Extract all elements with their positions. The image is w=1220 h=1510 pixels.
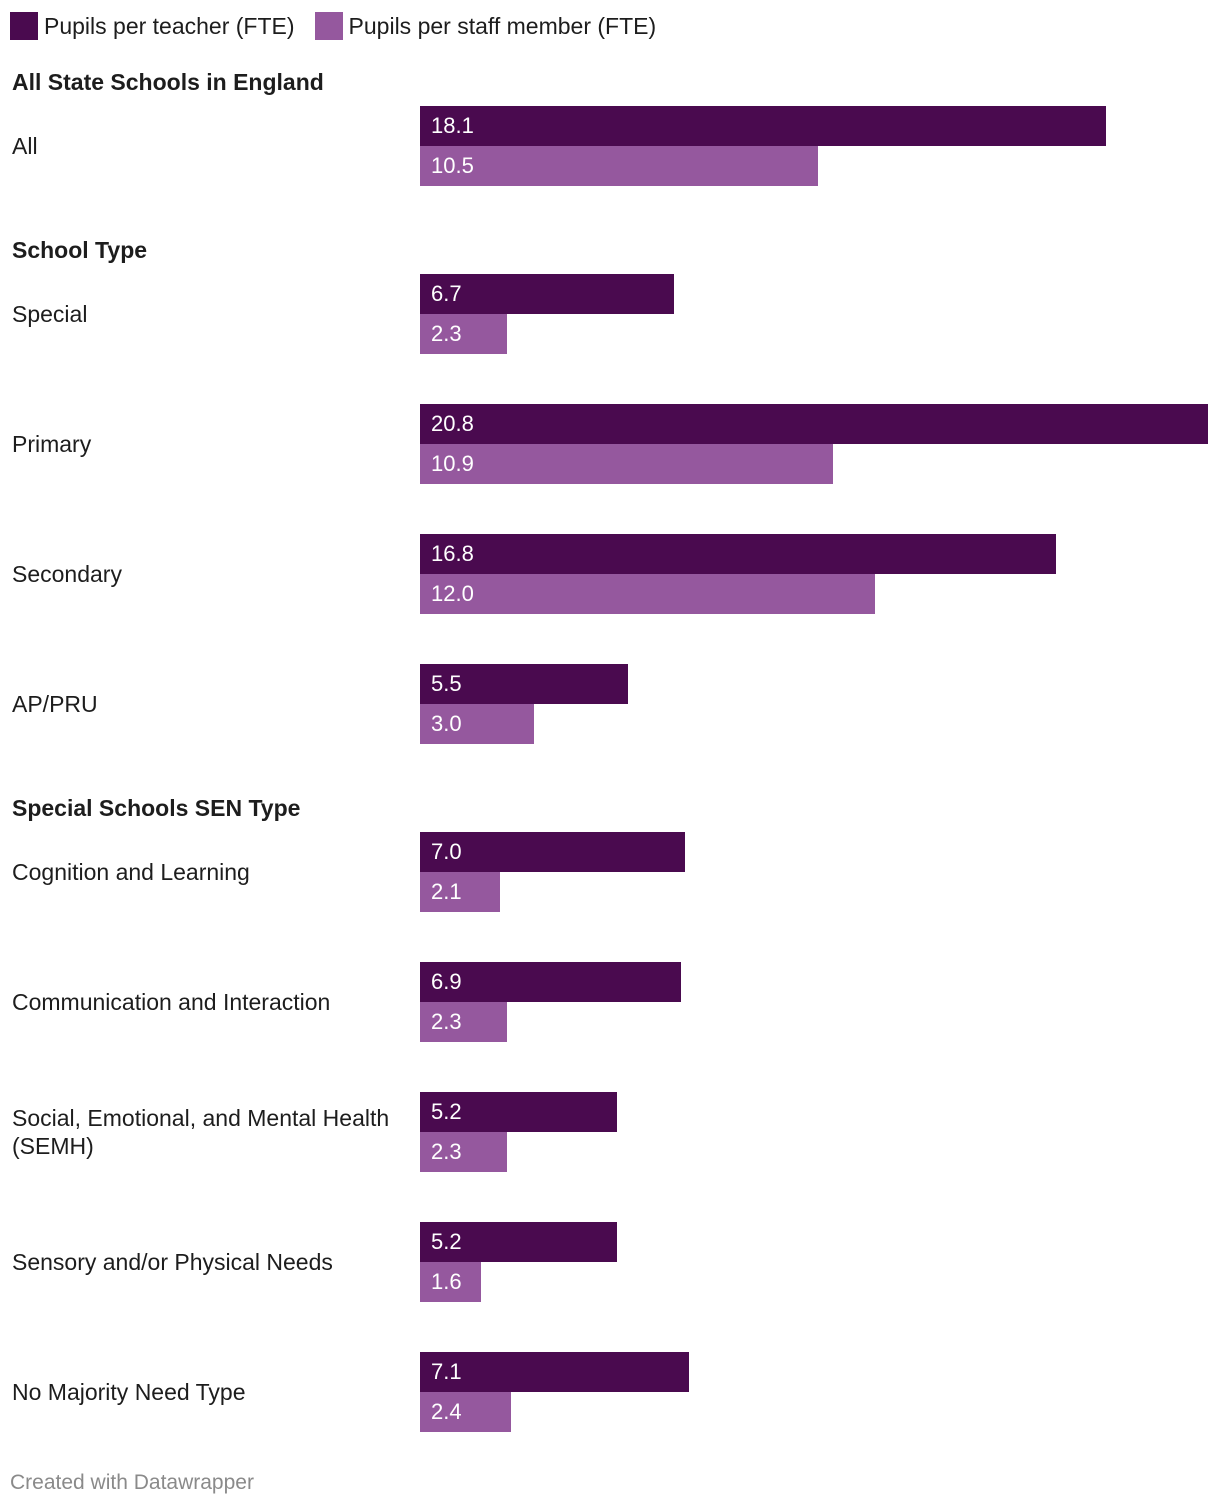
row-label-social-emotional-and-mental-health-semh: Social, Emotional, and Mental Health (SE… — [12, 1105, 390, 1159]
bar-value-label: 2.3 — [431, 1009, 462, 1034]
row-label-all: All — [12, 133, 38, 159]
bar-value-label: 1.6 — [431, 1269, 462, 1294]
row-label-communication-and-interaction: Communication and Interaction — [12, 989, 331, 1015]
bar-no-majority-need-type-staff: 2.4 — [420, 1392, 511, 1432]
bar-all-staff: 10.5 — [420, 146, 818, 186]
bar-value-label: 2.4 — [431, 1399, 462, 1424]
row-label-primary: Primary — [12, 431, 92, 457]
bar-value-label: 12.0 — [431, 581, 474, 606]
bar-value-label: 18.1 — [431, 113, 474, 138]
legend-swatch-teacher — [10, 12, 38, 40]
bar-communication-and-interaction-staff: 2.3 — [420, 1002, 507, 1042]
row-label-special: Special — [12, 301, 88, 327]
row-label-no-majority-need-type: No Majority Need Type — [12, 1379, 246, 1405]
bar-value-label: 7.1 — [431, 1359, 462, 1384]
bar-secondary-teacher: 16.8 — [420, 534, 1056, 574]
bar-social-emotional-and-mental-health-semh-staff: 2.3 — [420, 1132, 507, 1172]
bar-value-label: 3.0 — [431, 711, 462, 736]
datawrapper-credit: Created with Datawrapper — [10, 1471, 254, 1494]
bar-primary-staff: 10.9 — [420, 444, 833, 484]
group-title-special-schools-sen-type: Special Schools SEN Type — [12, 795, 301, 821]
row-label-secondary: Secondary — [12, 561, 122, 587]
bar-sensory-and-or-physical-needs-teacher: 5.2 — [420, 1222, 617, 1262]
row-label-cognition-and-learning: Cognition and Learning — [12, 859, 250, 885]
legend-label-teacher: Pupils per teacher (FTE) — [44, 13, 295, 39]
bar-value-label: 20.8 — [431, 411, 474, 436]
bar-ap-pru-teacher: 5.5 — [420, 664, 628, 704]
bar-primary-teacher: 20.8 — [420, 404, 1208, 444]
bar-value-label: 6.9 — [431, 969, 462, 994]
group-title-all-state-schools-in-england: All State Schools in England — [12, 69, 324, 95]
bar-value-label: 5.5 — [431, 671, 462, 696]
chart-legend: Pupils per teacher (FTE) Pupils per staf… — [10, 10, 676, 42]
bar-chart: All State Schools in England All 18.1 10.5 S… — [12, 69, 1208, 1432]
bar-value-label: 6.7 — [431, 281, 462, 306]
bar-value-label: 2.3 — [431, 321, 462, 346]
bar-cognition-and-learning-staff: 2.1 — [420, 872, 500, 912]
legend-item-teacher: Pupils per teacher (FTE) — [10, 12, 295, 40]
bar-value-label: 2.3 — [431, 1139, 462, 1164]
legend-label-staff: Pupils per staff member (FTE) — [348, 13, 657, 39]
bar-value-label: 5.2 — [431, 1099, 462, 1124]
bar-secondary-staff: 12.0 — [420, 574, 875, 614]
bar-ap-pru-staff: 3.0 — [420, 704, 534, 744]
bar-communication-and-interaction-teacher: 6.9 — [420, 962, 681, 1002]
bar-value-label: 10.5 — [431, 153, 474, 178]
legend-item-staff: Pupils per staff member (FTE) — [314, 12, 657, 40]
bar-sensory-and-or-physical-needs-staff: 1.6 — [420, 1262, 481, 1302]
bar-value-label: 16.8 — [431, 541, 474, 566]
row-label-sensory-and-or-physical-needs: Sensory and/or Physical Needs — [12, 1249, 333, 1275]
bar-no-majority-need-type-teacher: 7.1 — [420, 1352, 689, 1392]
group-title-school-type: School Type — [12, 237, 148, 263]
legend-swatch-staff — [314, 12, 343, 40]
bar-cognition-and-learning-teacher: 7.0 — [420, 832, 685, 872]
bar-all-teacher: 18.1 — [420, 106, 1106, 146]
bar-value-label: 2.1 — [431, 879, 462, 904]
bar-value-label: 10.9 — [431, 451, 474, 476]
bar-special-teacher: 6.7 — [420, 274, 674, 314]
bar-value-label: 5.2 — [431, 1229, 462, 1254]
row-label-ap-pru: AP/PRU — [12, 691, 98, 717]
bar-social-emotional-and-mental-health-semh-teacher: 5.2 — [420, 1092, 617, 1132]
bar-special-staff: 2.3 — [420, 314, 507, 354]
bar-value-label: 7.0 — [431, 839, 462, 864]
